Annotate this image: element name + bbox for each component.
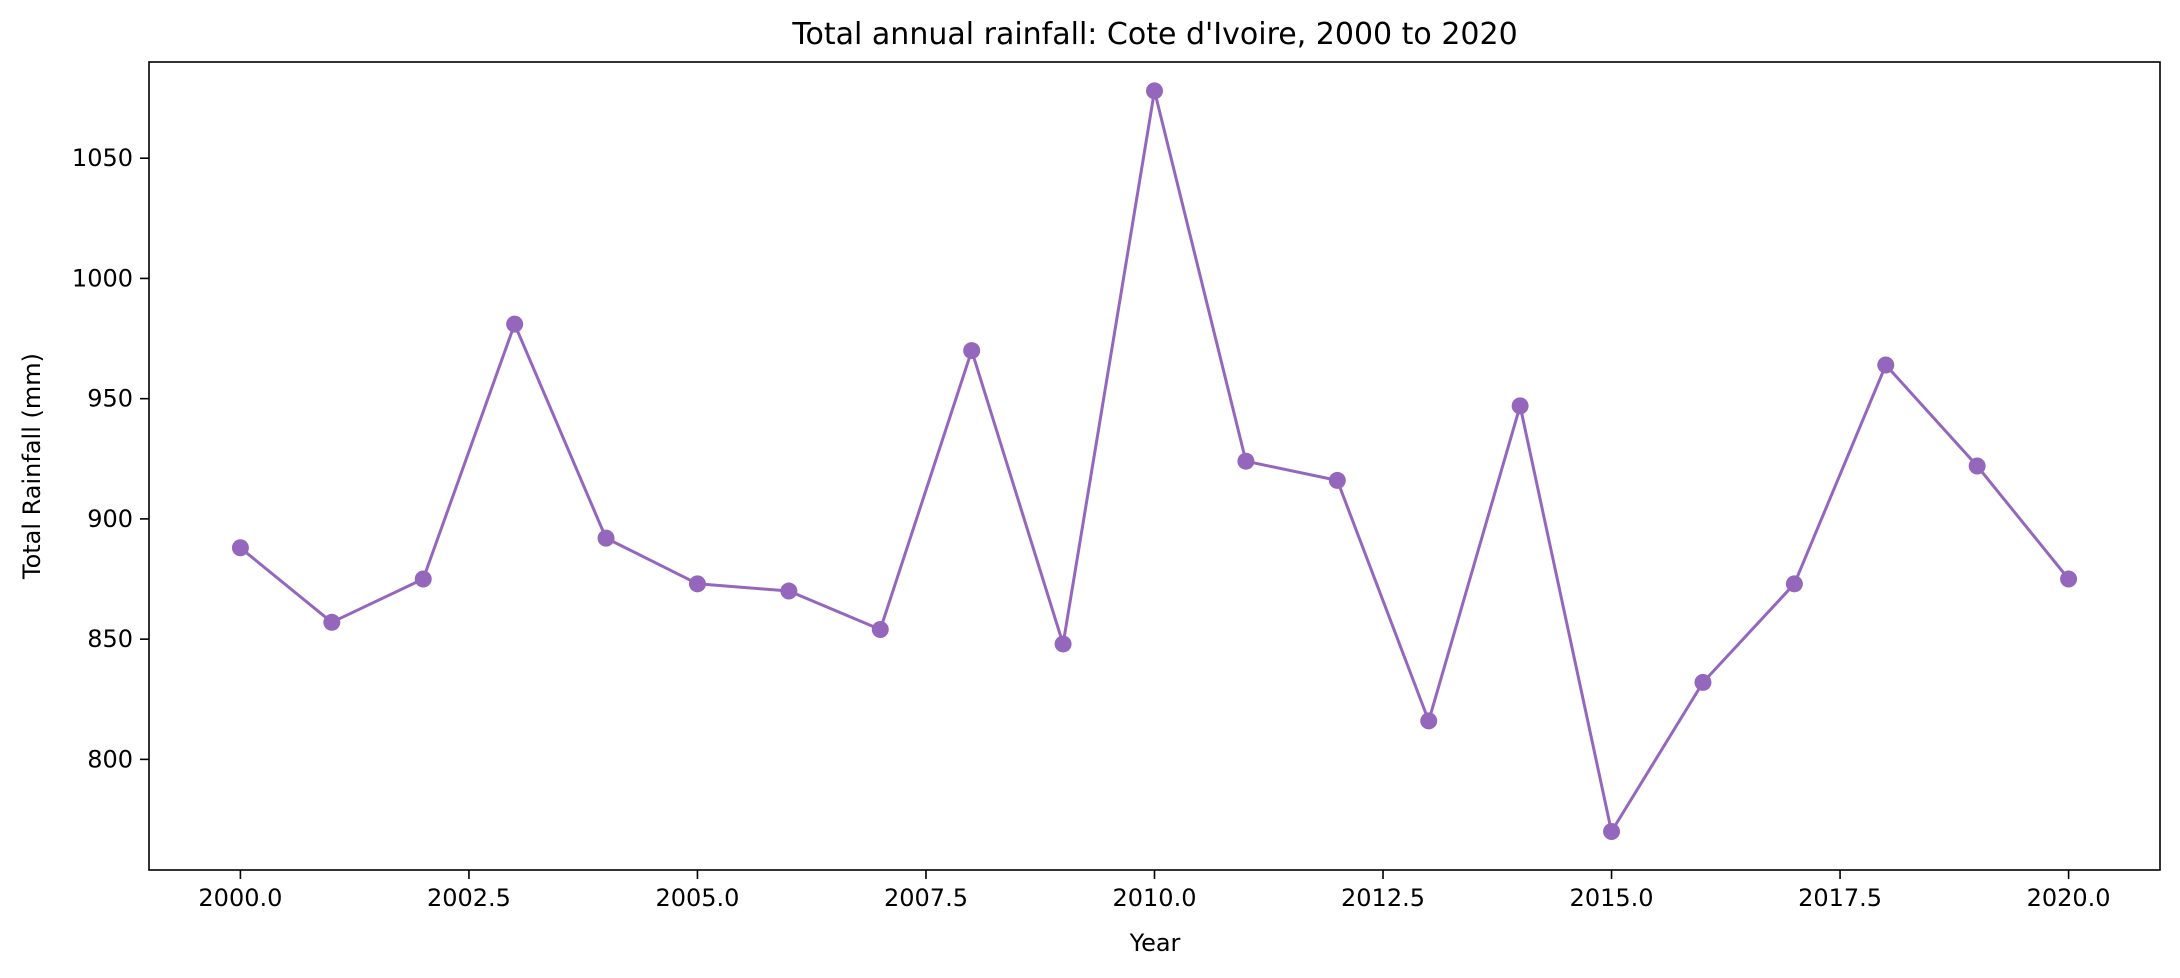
x-tick-label: 2000.0: [198, 884, 282, 912]
x-axis-label: Year: [1129, 929, 1181, 957]
chart-title: Total annual rainfall: Cote d'Ivoire, 20…: [791, 17, 1517, 52]
data-point: [414, 570, 432, 588]
y-tick-label: 850: [87, 625, 133, 653]
y-axis-ticks: 800 850 900 950 1000 1050: [72, 144, 149, 773]
data-point: [1785, 575, 1803, 593]
data-point: [963, 342, 981, 360]
data-point: [1146, 82, 1163, 100]
x-tick-label: 2012.5: [1341, 884, 1425, 912]
y-tick-label: 900: [87, 505, 133, 533]
data-point: [688, 575, 706, 593]
data-point: [1877, 356, 1895, 374]
data-point: [2060, 570, 2078, 588]
data-point: [1054, 635, 1072, 653]
data-point: [231, 539, 249, 557]
data-point: [1420, 712, 1438, 730]
data-point: [780, 582, 798, 600]
x-tick-label: 2005.0: [655, 884, 739, 912]
data-point: [871, 621, 889, 639]
x-tick-label: 2020.0: [2027, 884, 2111, 912]
y-axis-label: Total Rainfall (mm): [18, 353, 46, 580]
x-tick-label: 2015.0: [1570, 884, 1654, 912]
x-axis-ticks: 2000.0 2002.5 2005.0 2007.5 2010.0 2012.5 2015…: [198, 870, 2111, 912]
y-tick-label: 950: [87, 385, 133, 413]
plot-frame: [148, 61, 2161, 871]
data-point: [597, 529, 615, 547]
y-tick-label: 1050: [72, 144, 133, 172]
x-tick-label: 2002.5: [427, 884, 511, 912]
x-tick-label: 2010.0: [1113, 884, 1197, 912]
x-tick-label: 2007.5: [884, 884, 968, 912]
data-point: [1968, 457, 1986, 475]
data-point: [1328, 471, 1346, 489]
series-layer: [231, 82, 2078, 841]
y-tick-label: 800: [87, 745, 133, 773]
plot-area: [149, 62, 2160, 870]
data-point: [323, 613, 341, 631]
data-point: [1511, 397, 1529, 415]
data-point: [1603, 823, 1621, 841]
x-tick-label: 2017.5: [1798, 884, 1882, 912]
data-point: [506, 315, 524, 333]
y-tick-label: 1000: [72, 264, 133, 292]
data-point: [1694, 673, 1712, 691]
data-point: [1237, 452, 1255, 470]
